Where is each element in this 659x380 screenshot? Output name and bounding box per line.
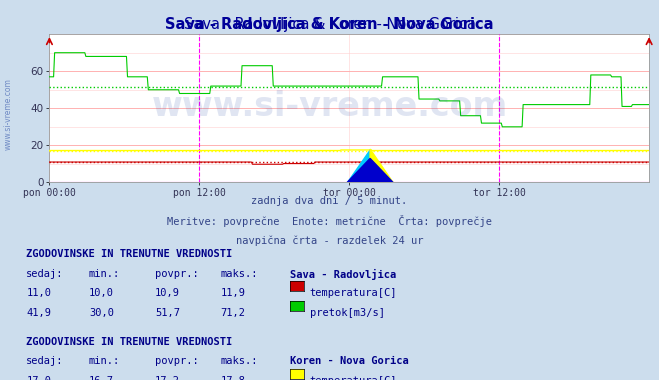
Text: pretok[m3/s]: pretok[m3/s]	[310, 308, 385, 318]
Text: temperatura[C]: temperatura[C]	[310, 288, 397, 298]
Text: sedaj:: sedaj:	[26, 356, 64, 366]
Polygon shape	[347, 158, 393, 182]
Text: maks.:: maks.:	[221, 269, 258, 279]
Text: 71,2: 71,2	[221, 308, 246, 318]
Text: 17,0: 17,0	[26, 376, 51, 380]
Polygon shape	[347, 149, 370, 182]
Text: povpr.:: povpr.:	[155, 269, 198, 279]
Text: sedaj:: sedaj:	[26, 269, 64, 279]
Text: Sava - Radovljica: Sava - Radovljica	[290, 269, 396, 280]
Text: maks.:: maks.:	[221, 356, 258, 366]
Polygon shape	[370, 149, 393, 182]
Text: navpična črta - razdelek 24 ur: navpična črta - razdelek 24 ur	[236, 235, 423, 246]
Text: Meritve: povprečne  Enote: metrične  Črta: povprečje: Meritve: povprečne Enote: metrične Črta:…	[167, 215, 492, 228]
Text: Sava - Radovljica & Koren - Nova Gorica: Sava - Radovljica & Koren - Nova Gorica	[165, 17, 494, 32]
Text: min.:: min.:	[89, 356, 120, 366]
Text: 11,0: 11,0	[26, 288, 51, 298]
Text: 10,9: 10,9	[155, 288, 180, 298]
Text: 10,0: 10,0	[89, 288, 114, 298]
Text: 16,7: 16,7	[89, 376, 114, 380]
Text: 41,9: 41,9	[26, 308, 51, 318]
Text: Sava - Radovljica & Koren - Nova Gorica: Sava - Radovljica & Koren - Nova Gorica	[183, 17, 476, 32]
Text: 30,0: 30,0	[89, 308, 114, 318]
Text: min.:: min.:	[89, 269, 120, 279]
Text: www.si-vreme.com: www.si-vreme.com	[152, 90, 507, 123]
Text: ZGODOVINSKE IN TRENUTNE VREDNOSTI: ZGODOVINSKE IN TRENUTNE VREDNOSTI	[26, 249, 233, 259]
Text: www.si-vreme.com: www.si-vreme.com	[3, 78, 13, 150]
Text: povpr.:: povpr.:	[155, 356, 198, 366]
Text: 17,8: 17,8	[221, 376, 246, 380]
Text: temperatura[C]: temperatura[C]	[310, 376, 397, 380]
Text: Koren - Nova Gorica: Koren - Nova Gorica	[290, 356, 409, 366]
Text: 11,9: 11,9	[221, 288, 246, 298]
Text: 17,2: 17,2	[155, 376, 180, 380]
Text: zadnja dva dni / 5 minut.: zadnja dva dni / 5 minut.	[251, 196, 408, 206]
Text: 51,7: 51,7	[155, 308, 180, 318]
Text: ZGODOVINSKE IN TRENUTNE VREDNOSTI: ZGODOVINSKE IN TRENUTNE VREDNOSTI	[26, 337, 233, 347]
